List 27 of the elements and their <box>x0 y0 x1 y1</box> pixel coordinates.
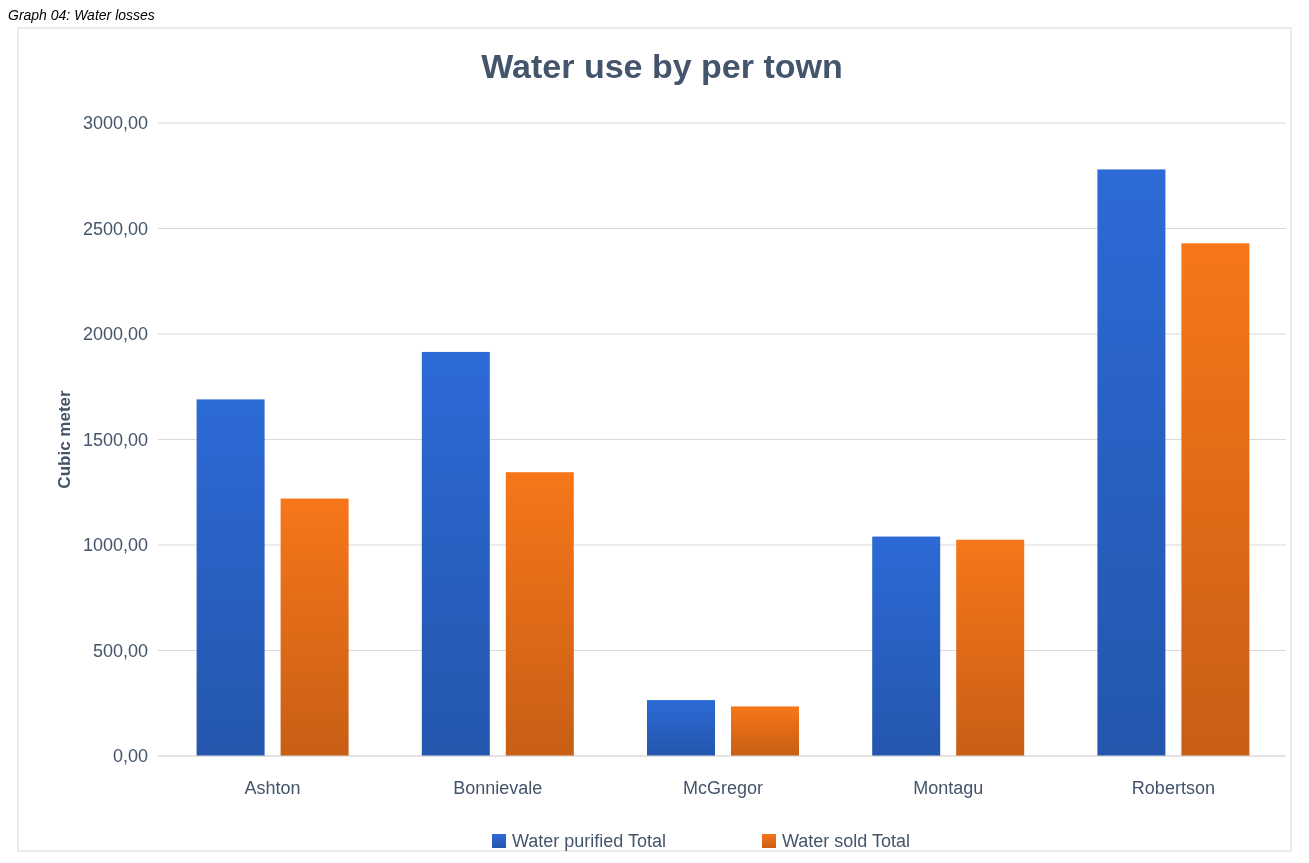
bar <box>1097 169 1166 756</box>
legend-label: Water purified Total <box>512 831 667 852</box>
bar <box>280 498 349 756</box>
y-tick-label: 500,00 <box>92 640 148 661</box>
x-tick-label: McGregor <box>682 778 764 798</box>
y-tick-label: 0,00 <box>112 746 148 767</box>
bar <box>1181 243 1250 756</box>
bar <box>872 536 941 756</box>
caption: Graph 04: Water losses <box>8 7 155 23</box>
bar <box>196 399 265 756</box>
chart-title: Water use by per town <box>481 47 843 85</box>
bar <box>647 700 715 756</box>
x-tick-label: Bonnievale <box>453 778 543 798</box>
bar <box>505 472 574 756</box>
bar <box>731 706 799 756</box>
legend-label: Water sold Total <box>782 831 911 852</box>
y-axis-title: Cubic meter <box>55 389 74 489</box>
x-tick-label: Robertson <box>1131 778 1215 798</box>
bar <box>421 351 490 756</box>
y-tick-label: 3000,00 <box>82 113 148 134</box>
y-tick-label: 2500,00 <box>82 218 148 239</box>
y-tick-label: 2000,00 <box>82 324 148 345</box>
x-tick-label: Montagu <box>913 778 984 798</box>
x-tick-label: Ashton <box>244 778 301 798</box>
y-tick-label: 1500,00 <box>82 429 148 450</box>
bar <box>956 539 1025 756</box>
y-tick-label: 1000,00 <box>82 535 148 556</box>
